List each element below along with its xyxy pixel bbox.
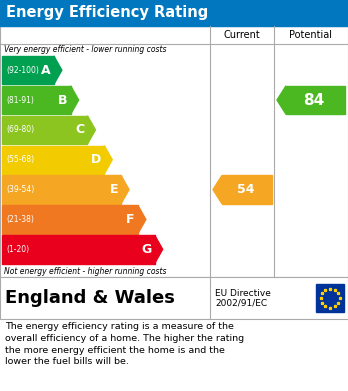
Text: (69-80): (69-80) bbox=[6, 126, 34, 135]
Polygon shape bbox=[213, 176, 222, 204]
Text: (21-38): (21-38) bbox=[6, 215, 34, 224]
Text: A: A bbox=[41, 64, 51, 77]
Bar bbox=[2, 116, 87, 144]
Bar bbox=[2, 176, 121, 204]
Bar bbox=[2, 86, 71, 114]
Text: C: C bbox=[75, 124, 85, 136]
Polygon shape bbox=[54, 56, 62, 84]
Text: The energy efficiency rating is a measure of the
overall efficiency of a home. T: The energy efficiency rating is a measur… bbox=[5, 322, 244, 366]
Text: B: B bbox=[58, 93, 68, 106]
Text: Current: Current bbox=[224, 30, 260, 40]
Text: (1-20): (1-20) bbox=[6, 245, 29, 254]
Polygon shape bbox=[138, 205, 146, 234]
Text: Potential: Potential bbox=[290, 30, 332, 40]
Polygon shape bbox=[155, 235, 163, 264]
Text: EU Directive: EU Directive bbox=[215, 289, 271, 298]
Polygon shape bbox=[104, 145, 112, 174]
Text: G: G bbox=[141, 243, 152, 256]
Bar bbox=[316, 284, 344, 312]
Text: Very energy efficient - lower running costs: Very energy efficient - lower running co… bbox=[4, 45, 166, 54]
Text: 54: 54 bbox=[237, 183, 254, 196]
Bar bbox=[2, 56, 54, 84]
Text: Not energy efficient - higher running costs: Not energy efficient - higher running co… bbox=[4, 267, 166, 276]
Bar bbox=[2, 235, 155, 264]
Bar bbox=[0, 0, 348, 26]
Bar bbox=[286, 86, 345, 114]
Text: 2002/91/EC: 2002/91/EC bbox=[215, 298, 267, 307]
Text: (92-100): (92-100) bbox=[6, 66, 39, 75]
Text: (81-91): (81-91) bbox=[6, 95, 34, 104]
Bar bbox=[0, 26, 348, 277]
Text: E: E bbox=[110, 183, 118, 196]
Text: 84: 84 bbox=[303, 93, 325, 108]
Bar bbox=[0, 277, 348, 319]
Bar bbox=[2, 205, 138, 234]
Text: (39-54): (39-54) bbox=[6, 185, 34, 194]
Text: England & Wales: England & Wales bbox=[5, 289, 175, 307]
Text: F: F bbox=[126, 213, 135, 226]
Text: D: D bbox=[91, 153, 101, 166]
Text: (55-68): (55-68) bbox=[6, 155, 34, 164]
Polygon shape bbox=[277, 86, 286, 114]
Bar bbox=[2, 145, 104, 174]
Bar bbox=[222, 176, 272, 204]
Polygon shape bbox=[87, 116, 95, 144]
Polygon shape bbox=[121, 176, 129, 204]
Text: Energy Efficiency Rating: Energy Efficiency Rating bbox=[6, 5, 208, 20]
Polygon shape bbox=[71, 86, 79, 114]
